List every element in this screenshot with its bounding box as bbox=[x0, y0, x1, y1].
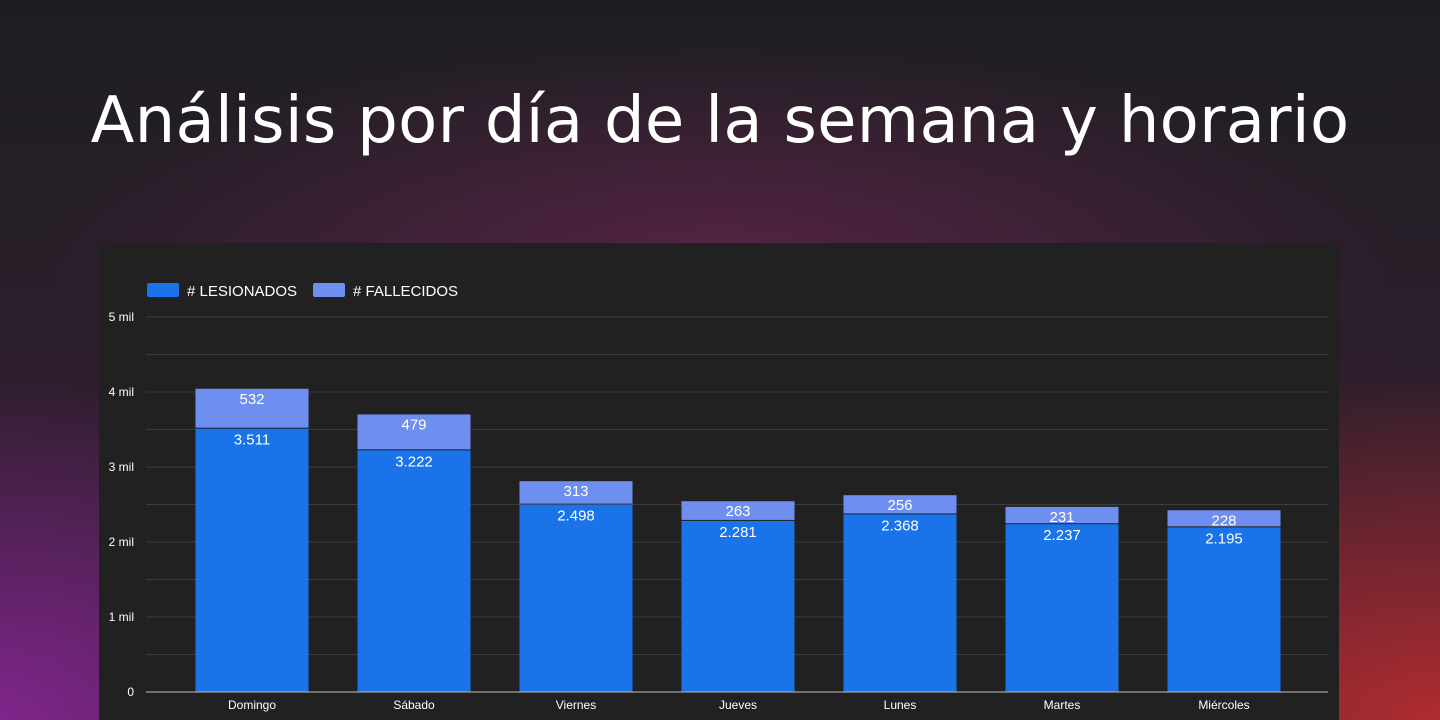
x-tick-label: Domingo bbox=[228, 698, 276, 712]
legend: # LESIONADOS # FALLECIDOS bbox=[147, 283, 458, 300]
bar-fallecidos bbox=[1005, 506, 1119, 524]
bar-lesionados bbox=[195, 428, 309, 692]
data-label-lesionados: 2.237 bbox=[1043, 527, 1081, 544]
bar-fallecidos bbox=[519, 481, 633, 504]
y-tick-label: 1 mil bbox=[109, 610, 134, 624]
bar-lesionados bbox=[357, 450, 471, 692]
data-label-fallecidos: 228 bbox=[1211, 512, 1236, 529]
x-tick-label: Lunes bbox=[884, 698, 917, 712]
data-label-lesionados: 2.281 bbox=[719, 524, 757, 541]
bar-lesionados bbox=[1167, 527, 1281, 692]
data-label-fallecidos: 256 bbox=[887, 497, 912, 514]
data-label-fallecidos: 263 bbox=[725, 503, 750, 520]
data-label-lesionados: 2.498 bbox=[557, 508, 595, 525]
data-label-fallecidos: 313 bbox=[563, 483, 588, 500]
x-tick-label: Jueves bbox=[719, 698, 757, 712]
bar-lesionados bbox=[843, 514, 957, 692]
x-axis: Domingo Sábado Viernes Jueves Lunes Martes Mié… bbox=[146, 691, 1328, 712]
x-tick-label: Sábado bbox=[393, 698, 435, 712]
data-label-fallecidos: 231 bbox=[1049, 509, 1074, 526]
data-label-lesionados: 3.511 bbox=[234, 432, 270, 449]
data-label-lesionados: 3.222 bbox=[395, 453, 433, 470]
legend-label-lesionados: # LESIONADOS bbox=[187, 283, 297, 300]
data-label-lesionados: 2.195 bbox=[1205, 530, 1243, 547]
x-tick-label: Miércoles bbox=[1198, 698, 1249, 712]
bar-lesionados bbox=[519, 504, 633, 692]
y-axis: 0 1 mil 2 mil 3 mil 4 mil 5 mil bbox=[109, 310, 135, 699]
data-label-fallecidos: 532 bbox=[239, 391, 264, 408]
bar-fallecidos bbox=[195, 388, 309, 428]
legend-swatch-fallecidos bbox=[313, 283, 345, 297]
bar-fallecidos bbox=[357, 414, 471, 450]
x-tick-label: Viernes bbox=[556, 698, 596, 712]
y-tick-label: 5 mil bbox=[109, 310, 134, 324]
legend-swatch-lesionados bbox=[147, 283, 179, 297]
y-tick-label: 0 bbox=[127, 685, 134, 699]
y-tick-label: 2 mil bbox=[109, 535, 134, 549]
legend-label-fallecidos: # FALLECIDOS bbox=[353, 283, 458, 300]
x-tick-label: Martes bbox=[1044, 698, 1081, 712]
bar-lesionados bbox=[1005, 524, 1119, 692]
bars: 3.511 532 3.222 479 2.498 313 2.281 263 2.368 256… bbox=[195, 388, 1281, 692]
page-title: Análisis por día de la semana y horario bbox=[90, 84, 1350, 158]
stacked-bar-chart: 0 1 mil 2 mil 3 mil 4 mil 5 mil 3.511 532 3.222… bbox=[109, 283, 1328, 712]
bar-fallecidos bbox=[681, 501, 795, 520]
y-tick-label: 3 mil bbox=[109, 460, 134, 474]
bar-fallecidos bbox=[843, 495, 957, 514]
y-tick-label: 4 mil bbox=[109, 385, 134, 399]
data-label-fallecidos: 479 bbox=[401, 416, 426, 433]
bar-lesionados bbox=[681, 520, 795, 692]
bar-fallecidos bbox=[1167, 510, 1281, 527]
chart-panel: 0 1 mil 2 mil 3 mil 4 mil 5 mil 3.511 532 3.222… bbox=[99, 243, 1339, 720]
data-label-lesionados: 2.368 bbox=[881, 517, 919, 534]
